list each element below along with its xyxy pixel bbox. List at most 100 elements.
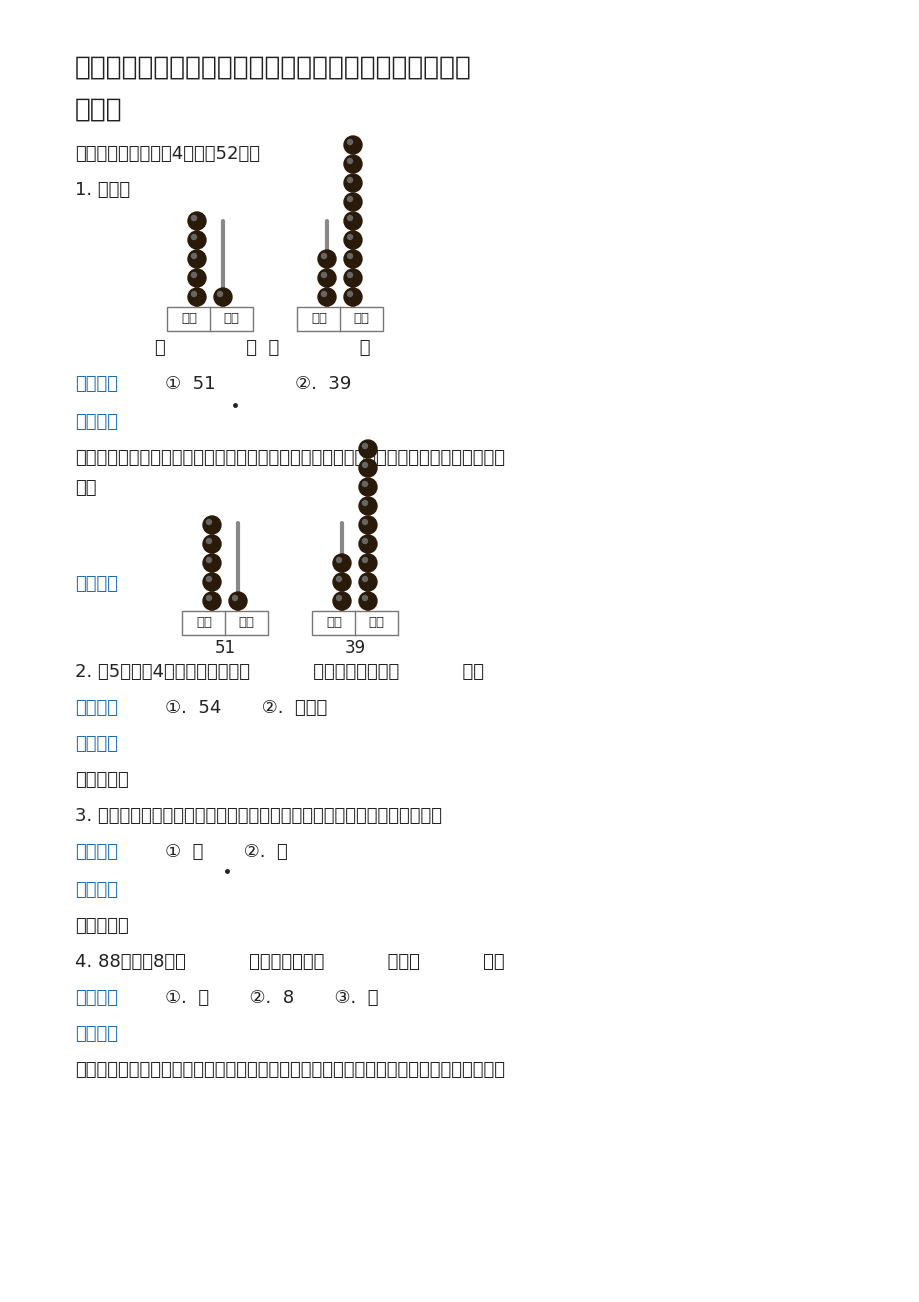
Text: 【详解】略: 【详解】略 [75, 771, 129, 789]
Circle shape [347, 216, 352, 220]
Circle shape [347, 234, 352, 240]
Text: 2. 由5个十和4个一组成的数是（           ），这个数读作（           ）。: 2. 由5个十和4个一组成的数是（ ），这个数读作（ ）。 [75, 663, 483, 681]
Circle shape [187, 250, 206, 268]
Circle shape [203, 535, 221, 553]
Text: （              ）  （              ）: （ ） （ ） [154, 339, 370, 357]
Circle shape [347, 177, 352, 182]
Circle shape [233, 595, 237, 600]
Circle shape [344, 230, 361, 249]
Text: 个位: 个位 [238, 617, 254, 629]
Circle shape [362, 577, 367, 582]
Circle shape [358, 553, 377, 572]
Text: ①  百       ②.  十: ① 百 ②. 十 [165, 842, 288, 861]
Circle shape [347, 139, 352, 145]
Circle shape [358, 440, 377, 458]
Text: 一、填一填。（每题4分，共52分）: 一、填一填。（每题4分，共52分） [75, 145, 260, 163]
Text: 及答案: 及答案 [75, 98, 122, 122]
Circle shape [321, 254, 326, 259]
Text: 1. 写数。: 1. 写数。 [75, 181, 130, 199]
Text: 十位: 十位 [311, 312, 326, 326]
Circle shape [347, 272, 352, 277]
Circle shape [358, 535, 377, 553]
Circle shape [203, 516, 221, 534]
Text: 十位: 十位 [196, 617, 211, 629]
Text: 【分析】计数器个位上一个珠子表示一个一，十位上一个珠子表示一个十，据此得出结论即: 【分析】计数器个位上一个珠子表示一个一，十位上一个珠子表示一个十，据此得出结论即 [75, 449, 505, 467]
Text: 广东省广州市越秀区人教版小学一年级下册数学期中试题: 广东省广州市越秀区人教版小学一年级下册数学期中试题 [75, 55, 471, 81]
Circle shape [362, 462, 367, 467]
Circle shape [347, 197, 352, 202]
Text: 【解析】: 【解析】 [75, 881, 118, 898]
Circle shape [344, 174, 361, 191]
Circle shape [206, 539, 211, 543]
Circle shape [214, 288, 232, 306]
Circle shape [321, 292, 326, 297]
Circle shape [358, 516, 377, 534]
Circle shape [318, 270, 335, 286]
Circle shape [333, 592, 351, 611]
Text: 个位: 个位 [222, 312, 239, 326]
Circle shape [206, 595, 211, 600]
Circle shape [217, 292, 222, 297]
Circle shape [191, 234, 197, 240]
Text: 【详解】略: 【详解】略 [75, 917, 129, 935]
Text: 【解析】: 【解析】 [75, 413, 118, 431]
FancyBboxPatch shape [167, 307, 253, 331]
Circle shape [362, 444, 367, 448]
Circle shape [362, 519, 367, 525]
Circle shape [318, 288, 335, 306]
Circle shape [333, 573, 351, 591]
Text: 【解析】: 【解析】 [75, 736, 118, 753]
Text: 【答案】: 【答案】 [75, 990, 118, 1006]
Text: 可。: 可。 [75, 479, 96, 497]
Circle shape [187, 288, 206, 306]
Circle shape [321, 272, 326, 277]
Circle shape [358, 573, 377, 591]
FancyBboxPatch shape [312, 611, 398, 635]
Circle shape [362, 539, 367, 543]
Circle shape [358, 478, 377, 496]
Text: 3. 在计数器上，从右边起第三位是＿＿＿＿＿位，第二位是＿＿＿＿＿位。: 3. 在计数器上，从右边起第三位是＿＿＿＿＿位，第二位是＿＿＿＿＿位。 [75, 807, 441, 825]
Circle shape [358, 460, 377, 477]
Circle shape [206, 577, 211, 582]
Circle shape [358, 497, 377, 516]
Text: 39: 39 [344, 639, 365, 658]
Circle shape [362, 595, 367, 600]
Text: ①.  54       ②.  五十四: ①. 54 ②. 五十四 [165, 699, 327, 717]
Circle shape [229, 592, 246, 611]
Circle shape [344, 288, 361, 306]
Circle shape [358, 592, 377, 611]
Circle shape [187, 230, 206, 249]
Circle shape [362, 482, 367, 487]
Circle shape [347, 159, 352, 164]
Circle shape [206, 519, 211, 525]
Circle shape [203, 553, 221, 572]
Circle shape [344, 250, 361, 268]
Circle shape [191, 216, 197, 220]
Text: 4. 88左边的8在（           ）位上，表示（           ）个（           ）。: 4. 88左边的8在（ ）位上，表示（ ）个（ ）。 [75, 953, 505, 971]
Circle shape [336, 557, 341, 562]
Text: 【答案】: 【答案】 [75, 842, 118, 861]
Text: 【详解】: 【详解】 [75, 575, 118, 592]
Text: ①.  十       ②.  8       ③.  十: ①. 十 ②. 8 ③. 十 [165, 990, 378, 1006]
Text: 【答案】: 【答案】 [75, 699, 118, 717]
Circle shape [191, 254, 197, 259]
Circle shape [344, 212, 361, 230]
Circle shape [203, 573, 221, 591]
Circle shape [362, 500, 367, 505]
Circle shape [191, 272, 197, 277]
Circle shape [318, 250, 335, 268]
Circle shape [344, 155, 361, 173]
Text: 【解析】: 【解析】 [75, 1025, 118, 1043]
Circle shape [362, 557, 367, 562]
Circle shape [191, 292, 197, 297]
Circle shape [333, 553, 351, 572]
FancyBboxPatch shape [182, 611, 267, 635]
Text: 【答案】: 【答案】 [75, 375, 118, 393]
Circle shape [347, 292, 352, 297]
Circle shape [187, 270, 206, 286]
Circle shape [187, 212, 206, 230]
Text: 十位: 十位 [181, 312, 197, 326]
Circle shape [344, 270, 361, 286]
Circle shape [336, 577, 341, 582]
Circle shape [347, 254, 352, 259]
